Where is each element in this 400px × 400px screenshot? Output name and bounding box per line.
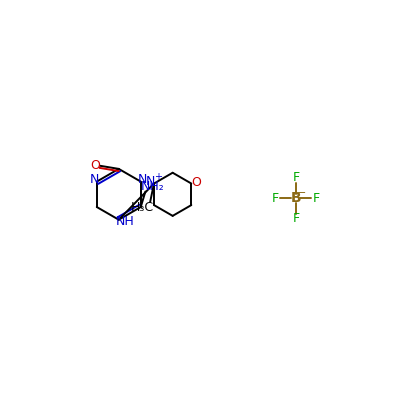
Text: F: F — [292, 212, 300, 226]
Text: −: − — [296, 188, 306, 198]
Text: N: N — [146, 176, 156, 188]
Text: B: B — [290, 191, 301, 205]
Text: F: F — [313, 192, 320, 205]
Text: NH: NH — [116, 215, 134, 228]
Text: NH₂: NH₂ — [140, 180, 164, 194]
Text: O: O — [90, 158, 100, 172]
Text: O: O — [191, 176, 201, 189]
Text: +: + — [154, 172, 162, 182]
Text: H₃C: H₃C — [131, 201, 154, 214]
Text: F: F — [272, 192, 279, 205]
Text: N: N — [138, 173, 147, 186]
Text: F: F — [292, 171, 300, 184]
Text: N: N — [90, 173, 99, 186]
